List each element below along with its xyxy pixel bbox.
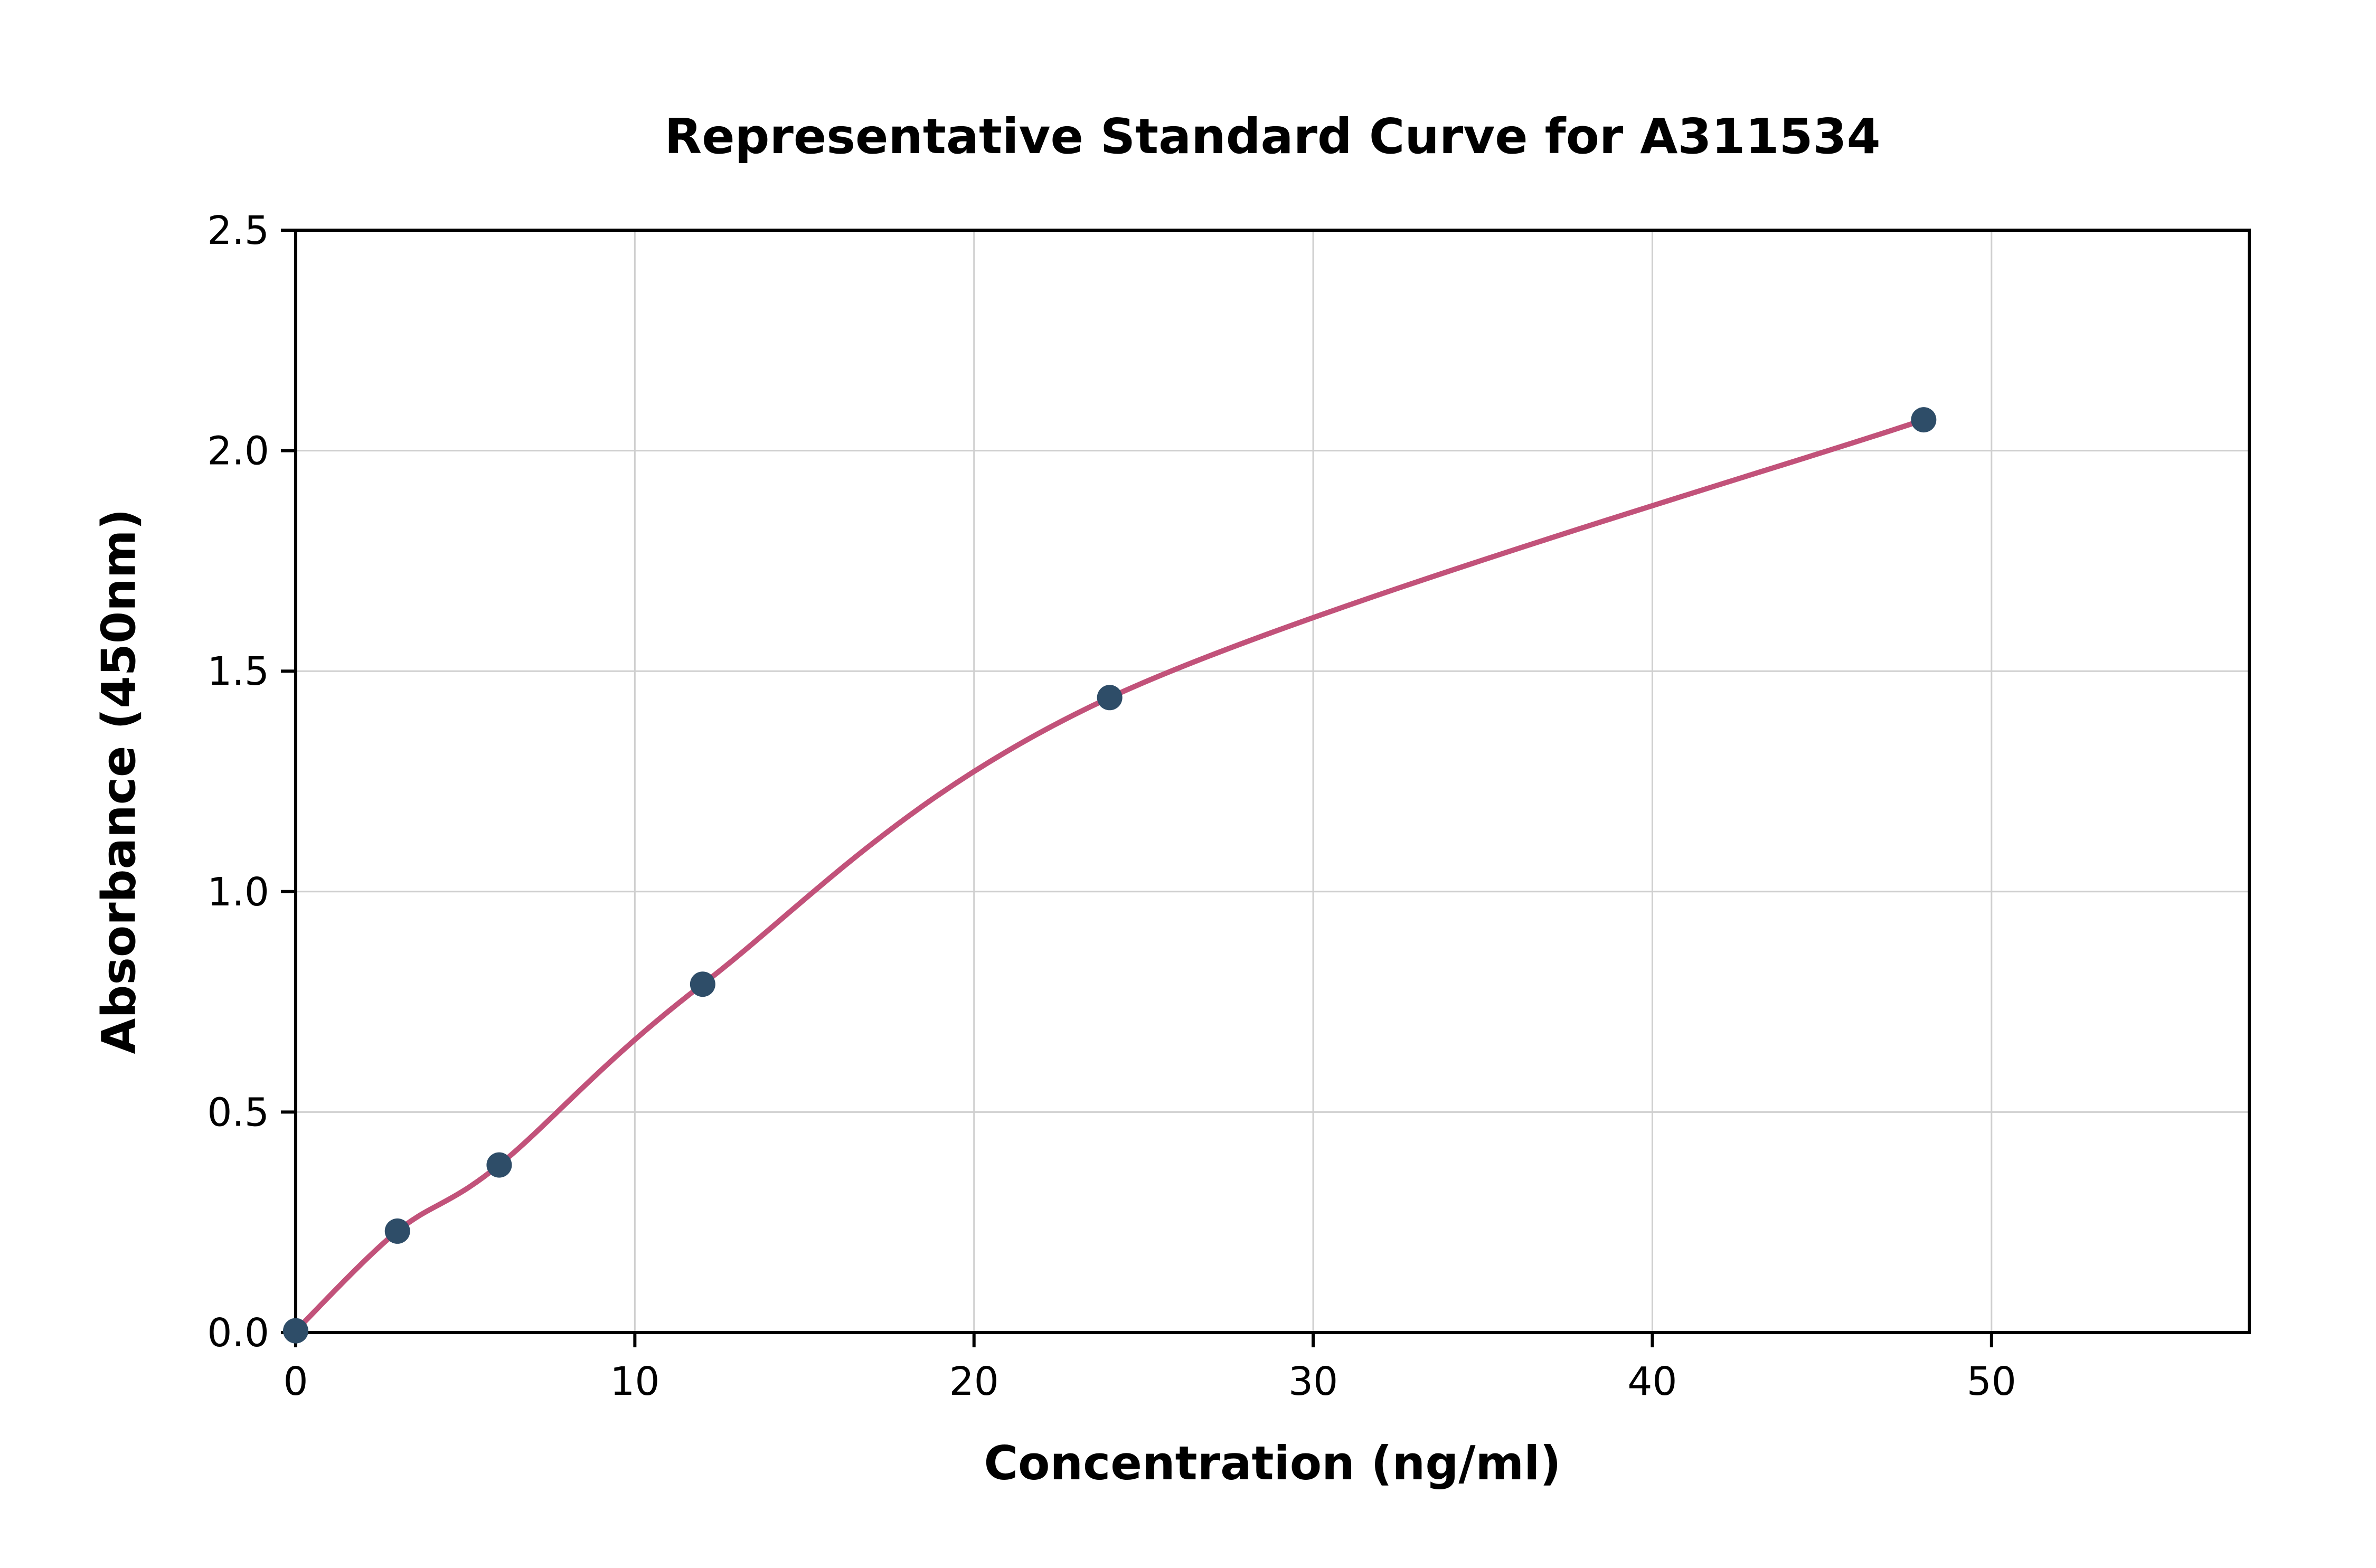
data-point xyxy=(690,971,715,997)
y-tick-label: 1.0 xyxy=(207,870,269,915)
data-point xyxy=(1097,685,1123,711)
data-point xyxy=(486,1152,512,1178)
x-tick-label: 10 xyxy=(610,1359,659,1404)
y-tick-label: 0.5 xyxy=(207,1090,269,1135)
y-tick-label: 2.0 xyxy=(207,429,269,474)
y-tick-label: 2.5 xyxy=(207,208,269,253)
x-tick-label: 40 xyxy=(1627,1359,1677,1404)
y-tick-label: 0.0 xyxy=(207,1310,269,1356)
y-tick-label: 1.5 xyxy=(207,649,269,694)
data-point xyxy=(384,1218,410,1244)
x-tick-label: 30 xyxy=(1288,1359,1338,1404)
y-axis-label: Absorbance (450nm) xyxy=(91,508,146,1054)
chart-title: Representative Standard Curve for A31153… xyxy=(664,108,1881,165)
x-tick-label: 20 xyxy=(949,1359,999,1404)
fit-curve xyxy=(293,417,1927,1334)
x-tick-label: 50 xyxy=(1967,1359,2016,1404)
data-point xyxy=(283,1318,308,1344)
plot-border xyxy=(294,229,2251,1334)
x-tick-label: 0 xyxy=(283,1359,308,1404)
data-point xyxy=(1911,407,1937,433)
x-axis-label: Concentration (ng/ml) xyxy=(984,1436,1561,1490)
